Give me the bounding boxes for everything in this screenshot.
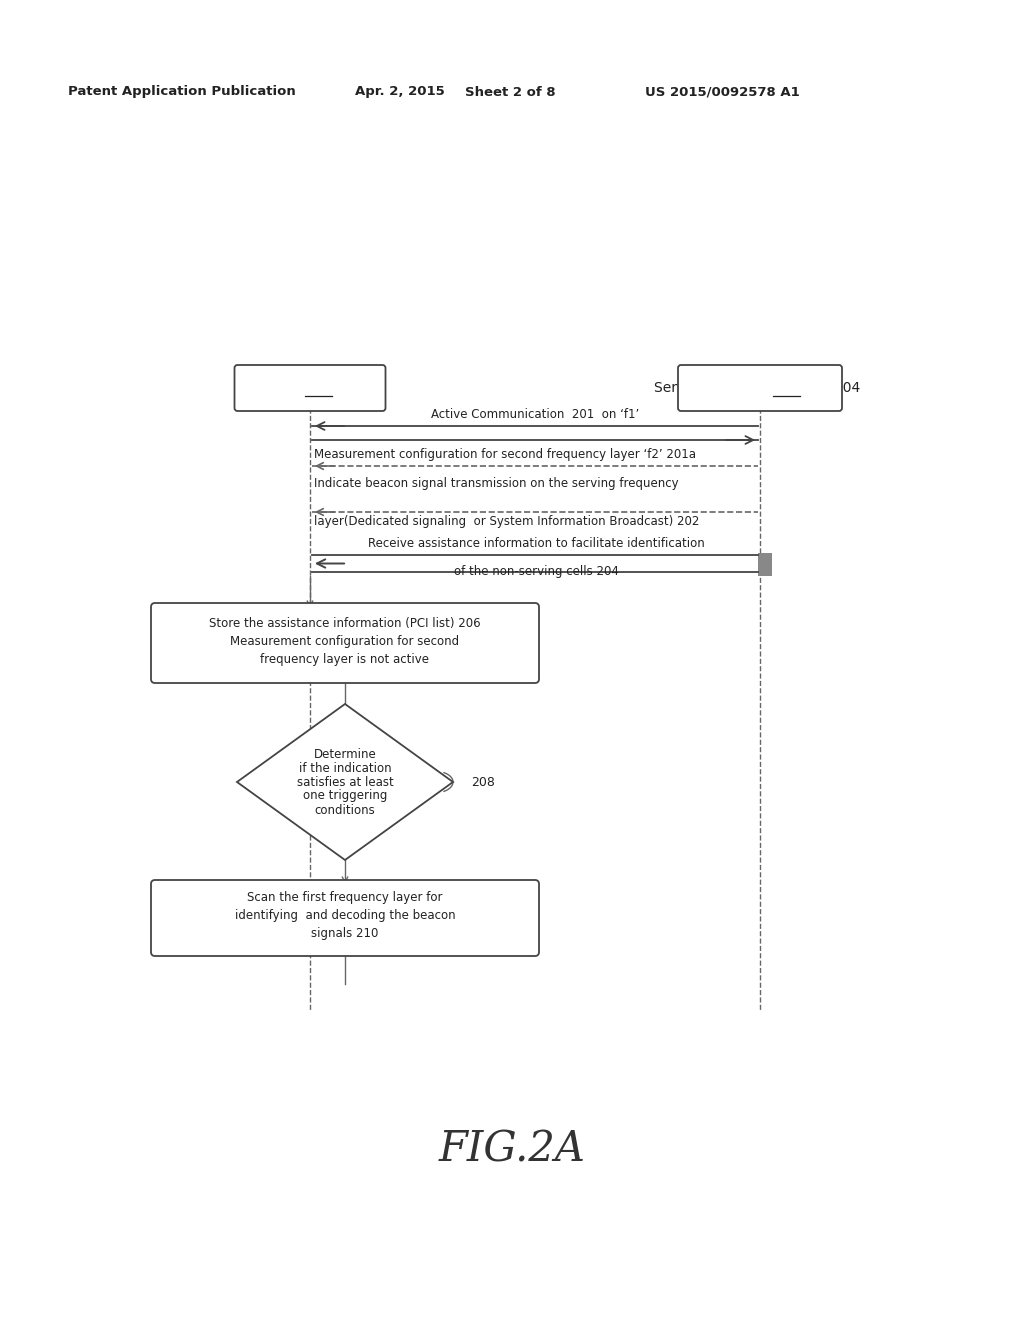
Text: Serving Cell  104: Serving Cell 104 [742, 381, 860, 395]
Text: FIG.2A: FIG.2A [438, 1129, 586, 1171]
Text: Apr. 2, 2015: Apr. 2, 2015 [355, 86, 444, 99]
Text: satisfies at least: satisfies at least [297, 776, 393, 788]
Text: if the indication: if the indication [299, 762, 391, 775]
Text: US 2015/0092578 A1: US 2015/0092578 A1 [645, 86, 800, 99]
Text: frequency layer is not active: frequency layer is not active [260, 652, 429, 665]
Text: Store the assistance information (PCI list) 206: Store the assistance information (PCI li… [209, 616, 481, 630]
Text: 208: 208 [471, 776, 495, 788]
Text: one triggering: one triggering [303, 789, 387, 803]
Polygon shape [237, 704, 453, 861]
Text: Determine: Determine [313, 747, 377, 760]
FancyBboxPatch shape [151, 603, 539, 682]
Text: identifying  and decoding the beacon: identifying and decoding the beacon [234, 909, 456, 923]
FancyBboxPatch shape [234, 366, 385, 411]
Text: Sheet 2 of 8: Sheet 2 of 8 [465, 86, 556, 99]
Bar [758, 553, 772, 576]
FancyBboxPatch shape [151, 880, 539, 956]
Text: Scan the first frequency layer for: Scan the first frequency layer for [247, 891, 442, 904]
FancyBboxPatch shape [678, 366, 842, 411]
Text: Active Communication  201  on ‘f1’: Active Communication 201 on ‘f1’ [431, 408, 639, 421]
Text: signals 210: signals 210 [311, 928, 379, 940]
Text: Receive assistance information to facilitate identification: Receive assistance information to facili… [368, 537, 705, 550]
Text: Patent Application Publication: Patent Application Publication [68, 86, 296, 99]
Text: of the non-serving cells 204: of the non-serving cells 204 [454, 565, 618, 578]
Text: Measurement configuration for second: Measurement configuration for second [230, 635, 460, 648]
Text: Measurement configuration for second frequency layer ‘f2’ 201a: Measurement configuration for second fre… [314, 447, 696, 461]
Text: layer(Dedicated signaling  or System Information Broadcast) 202: layer(Dedicated signaling or System Info… [314, 515, 699, 528]
Text: UE: UE [279, 381, 302, 395]
Text: 102: 102 [305, 381, 332, 395]
Text: Indicate beacon signal transmission on the serving frequency: Indicate beacon signal transmission on t… [314, 477, 679, 490]
Text: conditions: conditions [314, 804, 376, 817]
Text: Serving Cell  104: Serving Cell 104 [700, 381, 819, 395]
Text: Serving Cell: Serving Cell [654, 381, 742, 395]
